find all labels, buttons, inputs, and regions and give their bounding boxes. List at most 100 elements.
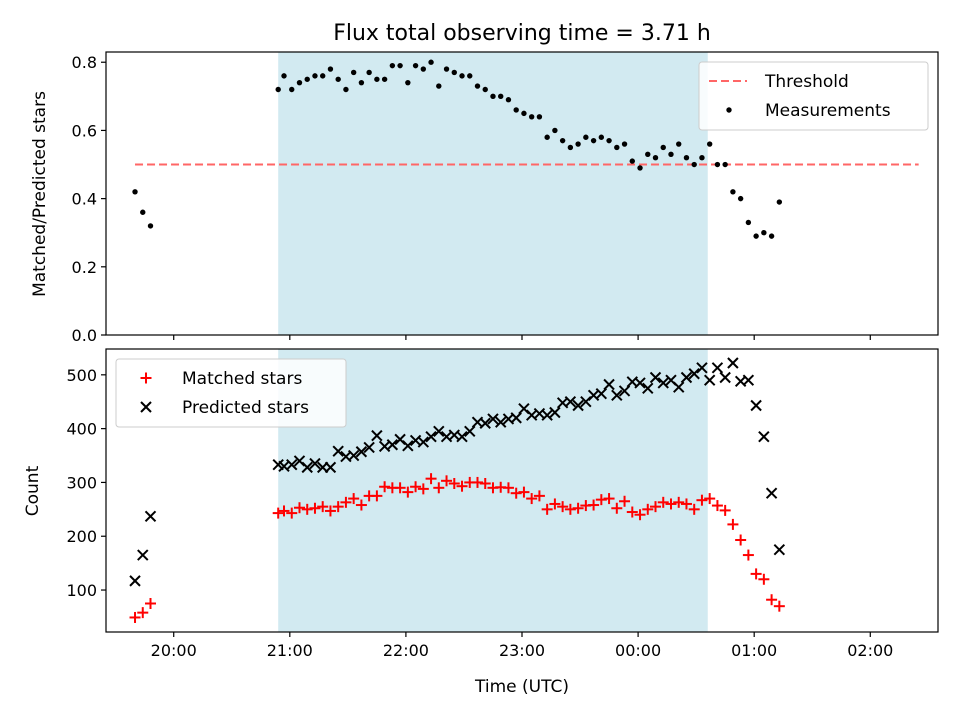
data-point	[479, 478, 491, 490]
data-point	[761, 230, 767, 236]
data-point	[510, 412, 522, 424]
data-point	[590, 137, 597, 144]
data-point	[505, 97, 512, 103]
data-point	[389, 62, 396, 69]
data-point	[132, 189, 138, 195]
data-point	[278, 505, 290, 517]
data-point	[711, 500, 723, 512]
data-point	[758, 573, 770, 585]
legend-box	[115, 358, 347, 428]
data-point	[518, 486, 530, 498]
data-point	[340, 496, 352, 508]
data-point	[304, 76, 310, 82]
data-point	[559, 137, 566, 144]
data-point	[327, 66, 334, 72]
data-point	[381, 76, 388, 82]
data-point	[680, 371, 693, 384]
data-point	[137, 607, 149, 619]
data-point	[618, 385, 631, 397]
data-point	[676, 141, 682, 147]
data-point	[374, 76, 380, 82]
data-point	[773, 600, 785, 612]
data-point	[410, 481, 422, 493]
y-tick-label: 0.2	[72, 258, 97, 277]
data-point	[451, 69, 457, 76]
data-point	[611, 502, 623, 514]
data-point	[595, 387, 608, 400]
data-point	[634, 509, 646, 521]
data-point	[296, 79, 303, 86]
x-axis-label: Time (UTC)	[474, 677, 569, 697]
data-point	[541, 409, 553, 421]
data-point	[773, 543, 786, 556]
data-point	[688, 368, 700, 380]
data-point	[711, 362, 724, 374]
data-point	[719, 504, 731, 516]
data-point	[768, 233, 775, 239]
legend-marker	[140, 372, 152, 384]
data-point	[335, 76, 341, 82]
data-point	[652, 154, 659, 161]
data-point	[487, 413, 499, 425]
shaded-interval	[278, 52, 708, 335]
data-point	[332, 445, 344, 457]
data-point	[363, 441, 375, 454]
data-point	[621, 141, 628, 147]
data-point	[742, 549, 754, 561]
data-point	[745, 219, 752, 226]
data-point	[650, 501, 662, 513]
data-point	[332, 501, 344, 513]
data-point	[402, 440, 414, 452]
legend-marker	[726, 107, 732, 113]
data-point	[564, 396, 577, 408]
data-point	[704, 493, 716, 505]
data-point	[145, 597, 157, 609]
data-point	[606, 137, 612, 144]
data-point	[355, 499, 367, 511]
legend: Matched stars Predicted stars	[115, 358, 347, 428]
data-point	[443, 66, 450, 72]
data-point	[433, 482, 445, 494]
data-point	[714, 161, 721, 168]
data-point	[272, 507, 284, 519]
data-point	[471, 476, 483, 488]
legend-box	[698, 61, 929, 131]
data-point	[657, 496, 669, 508]
data-point	[722, 161, 728, 168]
data-point	[727, 518, 739, 530]
data-point	[140, 209, 146, 215]
data-point	[301, 503, 313, 515]
data-point	[521, 110, 527, 117]
data-point	[467, 73, 473, 79]
data-point	[544, 134, 550, 140]
data-point	[699, 154, 705, 161]
data-point	[629, 158, 635, 164]
data-point	[735, 534, 747, 546]
data-point	[301, 461, 313, 474]
data-point	[665, 498, 677, 510]
data-point	[513, 107, 519, 113]
y-tick-label: 0.0	[72, 326, 97, 345]
x-tick-label: 02:00	[847, 641, 893, 660]
data-point	[766, 594, 778, 606]
data-point	[649, 371, 662, 384]
data-point	[317, 501, 329, 513]
data-point	[343, 86, 349, 93]
data-point	[479, 417, 491, 429]
data-point	[286, 507, 298, 519]
data-point	[129, 575, 141, 587]
data-point	[549, 406, 561, 419]
data-point	[441, 475, 453, 487]
data-point	[552, 127, 558, 134]
data-point	[502, 482, 514, 494]
data-point	[706, 141, 713, 147]
legend: Threshold Measurements	[698, 61, 929, 131]
y-tick-label: 0.6	[72, 121, 97, 140]
data-point	[564, 503, 576, 515]
data-point	[660, 144, 666, 151]
legend-label: Matched stars	[182, 369, 302, 389]
data-point	[448, 478, 460, 490]
data-point	[619, 495, 631, 507]
y-tick-label: 500	[66, 366, 97, 385]
y-tick-label: 100	[66, 581, 97, 600]
